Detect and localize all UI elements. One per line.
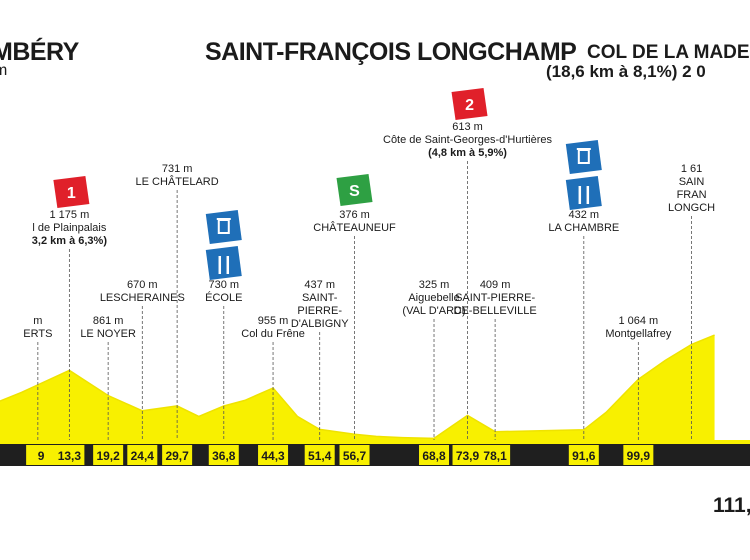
point-label: l de Plainpalais [32,222,106,234]
km-tick-label: 9 [38,449,45,463]
point-label: SAIN [679,176,705,188]
point-label: 1 61 [681,163,702,175]
point-label: Montgellafrey [605,328,672,340]
point-label: Côte de Saint-Georges-d'Hurtières [383,134,553,146]
km-tick-bg [480,445,511,465]
point-label: (VAL D'ARC) [402,305,465,317]
point-label: 730 m [208,279,239,291]
point-label: 325 m [419,279,450,291]
start-altitude: m [0,62,8,79]
point-label: LE CHÂTELARD [136,175,219,188]
point-label: 955 m [258,315,289,327]
point-label: SAINT- [302,292,338,304]
point-label: CHÂTEAUNEUF [313,221,396,234]
profile-area [0,335,715,442]
finish-town-title: SAINT-FRANÇOIS LONGCHAMP [205,38,577,66]
point-label: FRAN [677,189,707,201]
point-label: 731 m [162,163,193,175]
km-tick-bg [419,445,450,465]
sprint-letter: S [349,183,360,200]
km-tick-bg [208,445,239,465]
feed-zone-badge [205,210,242,244]
point-label: Aiguebelle [408,292,459,304]
point-label: ERTS [23,328,52,340]
point-label: LE NOYER [80,328,136,340]
point-label: 409 m [480,279,511,291]
point-label: 3,2 km à 6,3%) [32,235,108,247]
point-label: ÉCOLE [205,291,242,304]
climb-category-badge [53,176,90,208]
point-label: Col du Frêne [241,328,305,340]
point-label: LESCHERAINES [100,292,185,304]
km-tick-label: 19,2 [96,449,120,463]
final-climb-title: COL DE LA MADEI [587,42,750,63]
axis-top-band [0,440,750,444]
km-tick-label: 68,8 [422,449,446,463]
km-tick-label: 24,4 [131,449,155,463]
point-label: (4,8 km à 5,9%) [428,147,507,159]
point-label: DE-BELLEVILLE [454,305,537,317]
km-tick-label: 99,9 [627,449,651,463]
km-tick-label: 78,1 [483,449,507,463]
feed-zone-badge [205,246,242,280]
km-tick-bg [623,445,654,465]
km-tick-bg [258,445,289,465]
climb-category-number: 1 [67,185,76,202]
km-tick-bg [93,445,124,465]
start-town-title: MBÉRY [0,38,79,66]
km-tick-bg [304,445,335,465]
point-label: SAINT-PIERRE- [455,292,535,304]
point-label: m [33,315,42,327]
climb-category-number: 2 [465,97,474,114]
km-tick-label: 56,7 [343,449,367,463]
feed-zone-badge [565,176,602,210]
km-tick-bg [54,445,85,465]
point-label: 376 m [339,209,370,221]
profile-line [0,334,715,440]
total-distance: 111, [713,494,750,517]
km-tick-bg [127,445,158,465]
point-label: 670 m [127,279,158,291]
point-label: D'ALBIGNY [291,318,349,330]
km-tick-label: 73,9 [456,449,480,463]
km-tick-label: 91,6 [572,449,596,463]
point-label: LA CHAMBRE [548,222,619,234]
point-label: LONGCH [668,202,715,214]
km-tick-bg [339,445,370,465]
final-climb-stats: (18,6 km à 8,1%) 2 0 [546,62,706,81]
km-tick-label: 44,3 [261,449,285,463]
km-tick-label: 13,3 [58,449,82,463]
km-tick-label: 36,8 [212,449,236,463]
point-label: 613 m [452,121,483,133]
point-label: 1 064 m [618,315,658,327]
point-label: PIERRE- [297,305,342,317]
point-label: 861 m [93,315,124,327]
climb-category-badge [451,88,488,120]
point-label: 432 m [569,209,600,221]
km-tick-bg [452,445,483,465]
km-tick-label: 29,7 [165,449,189,463]
point-label: 1 175 m [50,209,90,221]
km-tick-label: 51,4 [308,449,332,463]
km-tick-bg [568,445,599,465]
km-tick-bg [162,445,193,465]
feed-zone-badge [565,140,602,174]
sprint-badge [336,174,373,206]
point-label: 437 m [304,279,335,291]
km-tick-bg [26,445,57,465]
